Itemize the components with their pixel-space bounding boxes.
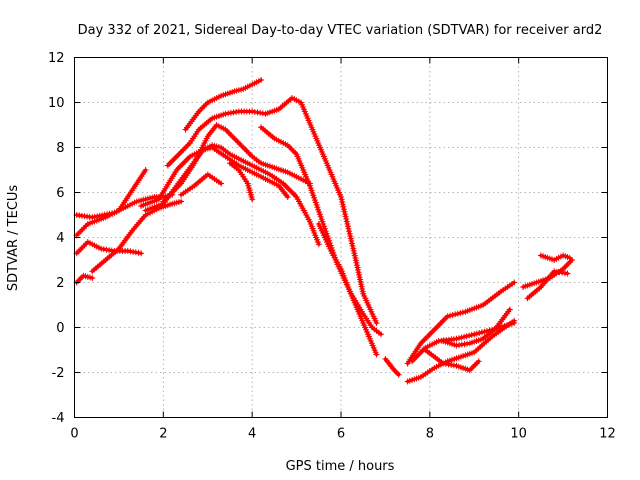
series-20	[422, 347, 482, 374]
plus-markers	[89, 198, 185, 275]
y-axis-title: SDTVAR / TECUs	[6, 185, 21, 292]
y-tick-label: 10	[48, 96, 65, 111]
series-14	[315, 221, 384, 338]
series-23	[537, 252, 573, 263]
chart-title: Day 332 of 2021, Sidereal Day-to-day VTE…	[78, 23, 603, 38]
plus-markers	[440, 306, 513, 349]
plus-markers	[73, 239, 145, 257]
x-tick-label: 12	[599, 427, 616, 442]
series-12	[227, 160, 256, 203]
y-tick-label: 4	[56, 231, 64, 246]
plus-markers	[182, 77, 265, 133]
plus-markers	[164, 95, 380, 326]
y-tick-label: 12	[48, 51, 65, 66]
plus-markers	[537, 252, 573, 263]
x-tick-label: 6	[337, 427, 345, 442]
y-tick-label: 2	[56, 276, 64, 291]
series-6	[138, 144, 291, 209]
y-tick-label: 6	[56, 186, 64, 201]
x-tick-label: 2	[159, 427, 167, 442]
grid	[74, 57, 608, 418]
x-tick-label: 4	[248, 427, 256, 442]
series-10	[182, 77, 265, 133]
plus-markers	[227, 160, 256, 203]
y-tick-label: -2	[52, 366, 65, 381]
series-2	[73, 239, 145, 257]
y-tick-label: -4	[52, 411, 65, 426]
series-9	[164, 95, 380, 326]
y-tick-label: 8	[56, 141, 64, 156]
series-15	[382, 356, 402, 378]
series-22	[524, 268, 571, 302]
plus-markers	[382, 356, 402, 378]
series-16	[404, 279, 518, 367]
plus-markers	[160, 122, 313, 205]
series-3	[73, 272, 96, 286]
series-8	[160, 122, 313, 205]
plus-markers	[178, 171, 225, 198]
plus-markers	[524, 268, 571, 302]
data-series	[73, 77, 575, 385]
x-tick-label: 0	[70, 427, 78, 442]
x-axis-title: GPS time / hours	[286, 459, 395, 474]
series-19	[440, 306, 513, 349]
x-tick-label: 8	[426, 427, 434, 442]
plus-markers	[315, 221, 384, 338]
plus-markers	[73, 167, 149, 239]
series-4	[73, 167, 149, 239]
series-11	[178, 171, 225, 198]
series-5	[89, 198, 185, 275]
plus-markers	[422, 347, 482, 374]
x-tick-label: 10	[510, 427, 527, 442]
axes: 0 2 4 6 8 10 12 -4 -2 0 2 4 6 8 10 12	[48, 51, 616, 442]
y-tick-label: 0	[56, 321, 64, 336]
plus-markers	[404, 279, 518, 367]
